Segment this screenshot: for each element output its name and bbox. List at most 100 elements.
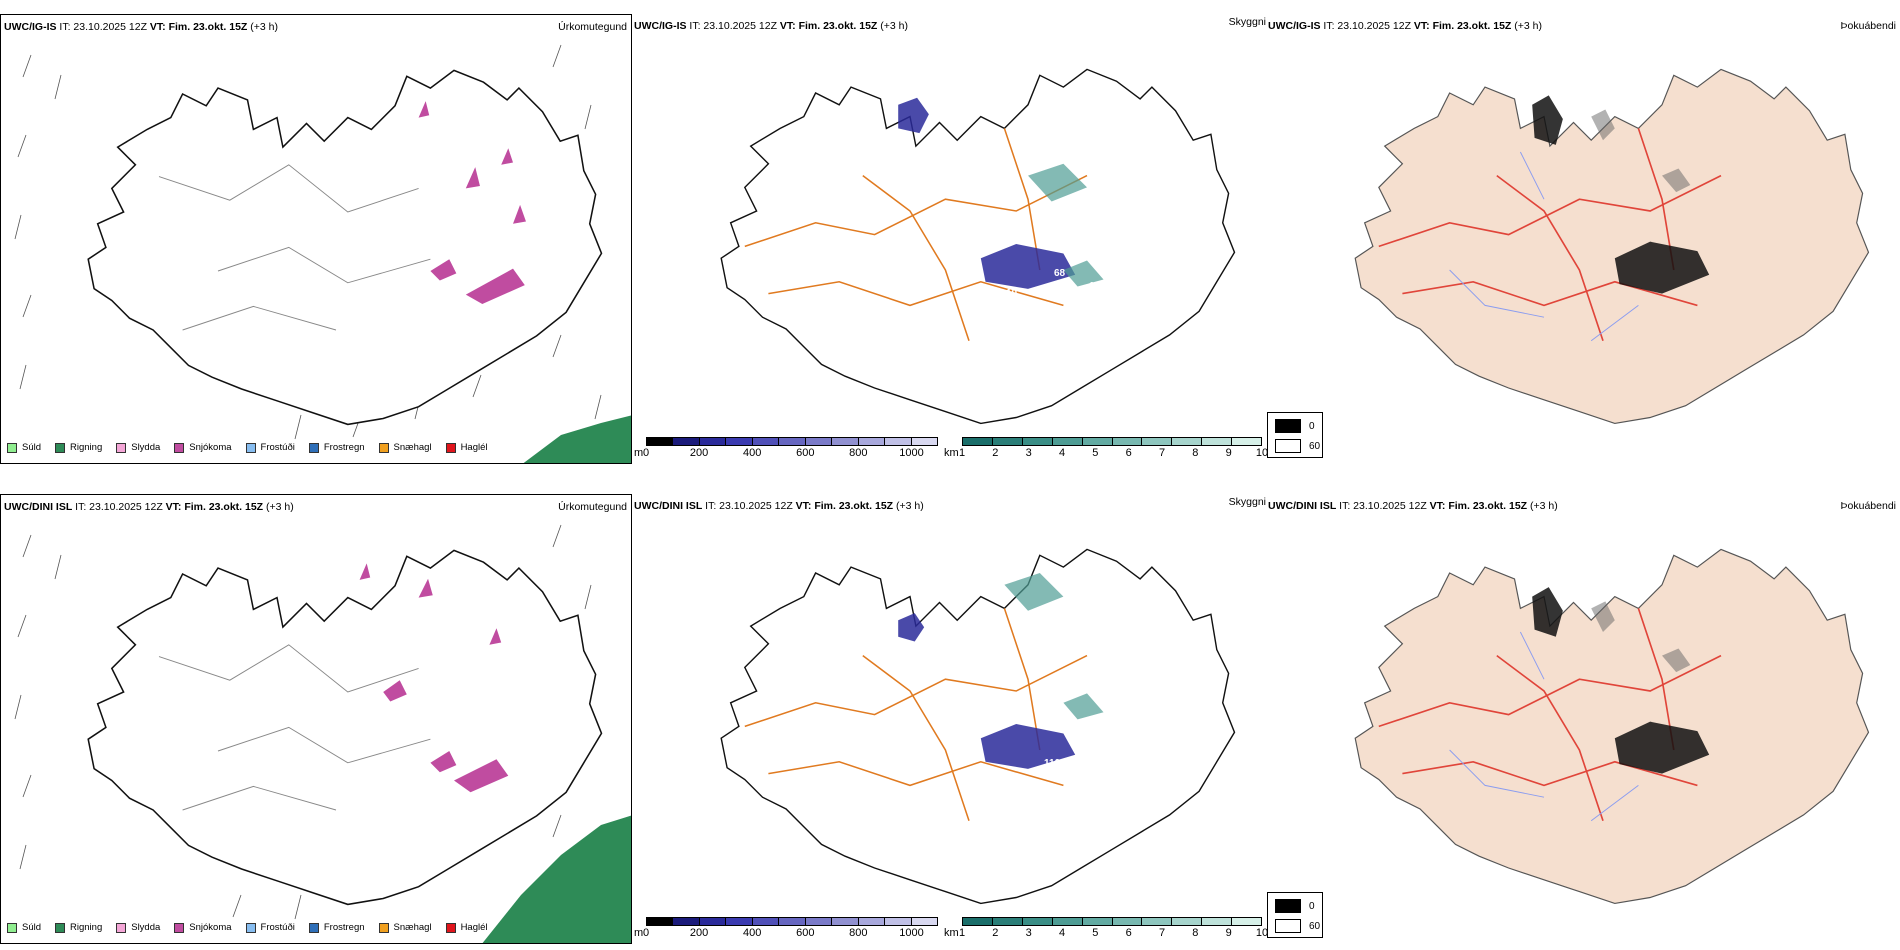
visibility-tick-label: 2 xyxy=(992,927,999,939)
visibility-scale-cell xyxy=(1172,918,1203,925)
cloudbase-scale-cell xyxy=(779,438,806,445)
cloudbase-scale-cell xyxy=(885,918,912,925)
cloudbase-scale-cell xyxy=(779,918,806,925)
legend-label: Slydda xyxy=(131,922,161,933)
cloudbase-tick-label: 0 xyxy=(642,447,650,459)
cloudbase-scale-cell xyxy=(911,438,937,445)
legend-swatch xyxy=(245,922,256,933)
visibility-scale-cell xyxy=(1052,438,1083,445)
visibility-tick-label: 2 xyxy=(992,447,999,459)
legend-label: Snjókoma xyxy=(189,922,232,933)
visibility-tick-label: 8 xyxy=(1192,447,1199,459)
visibility-scale-bottom: 1 2 3 4 5 6 7 8 9 10 km xyxy=(944,917,1268,940)
visibility-tick-label: 9 xyxy=(1225,447,1232,459)
legend-swatch xyxy=(445,442,456,453)
visibility-scale-cell xyxy=(1232,918,1262,925)
legend-label: Slydda xyxy=(131,442,161,453)
cloudbase-scale-top: 0 200 400 600 800 1000 m xyxy=(634,437,938,460)
precip-legend-item: Haglél xyxy=(445,922,488,933)
precip-legend-item: Súld xyxy=(7,922,41,933)
visibility-scale-cell xyxy=(1112,918,1143,925)
panel-title: UWC/IG-IS IT: 23.10.2025 12Z VT: Fim. 23… xyxy=(634,20,908,32)
precip-legend-item: Slydda xyxy=(116,922,160,933)
cloudbase-value: 40 xyxy=(956,232,968,243)
visibility-tick-label: 7 xyxy=(1158,447,1166,459)
visibility-tick-label: 4 xyxy=(1058,447,1066,459)
cloudbase-scale-cell xyxy=(752,438,780,445)
visibility-tick-label: 10 xyxy=(1255,927,1269,939)
legend-label: Súld xyxy=(22,922,42,933)
legend-label: Frostúði xyxy=(260,442,295,453)
panel-title: UWC/DINI ISL IT: 23.10.2025 12Z VT: Fim.… xyxy=(634,500,924,512)
panel-product-label: Skyggni xyxy=(1228,496,1266,508)
legend-swatch xyxy=(445,922,456,933)
panel-product-label: Þokuábendi xyxy=(1840,20,1896,32)
cloud-visibility-panel-bottom: 110 139 167 140 169 UWC/DINI ISL IT: 23.… xyxy=(634,494,1266,944)
visibility-tick-label: 3 xyxy=(1025,927,1032,939)
panel-product-label: Úrkomutegund xyxy=(558,21,627,33)
cloudbase-scale-cell xyxy=(647,918,674,925)
cloudbase-scale-cell xyxy=(647,438,674,445)
precip-map-bottom xyxy=(14,524,631,943)
visibility-tick-label: 5 xyxy=(1092,927,1099,939)
visibility-scale-cell xyxy=(1172,438,1203,445)
precip-legend-item: Frostregn xyxy=(308,922,365,933)
legend-swatch xyxy=(7,442,17,453)
legend-swatch xyxy=(174,922,185,933)
precip-legend-item: Slydda xyxy=(116,442,160,453)
precip-legend-item: Frostregn xyxy=(308,442,365,453)
panel-title: UWC/DINI ISL IT: 23.10.2025 12Z VT: Fim.… xyxy=(4,501,294,513)
legend-swatch xyxy=(245,442,256,453)
legend-swatch xyxy=(308,442,319,453)
cloudbase-tick-label: 1000 xyxy=(899,927,924,939)
precip-type-panel-bottom: UWC/DINI ISL IT: 23.10.2025 12Z VT: Fim.… xyxy=(0,494,632,944)
legend-label: Snjókoma xyxy=(189,442,232,453)
legend-label: Rigning xyxy=(70,922,103,933)
visibility-tick-label: 4 xyxy=(1058,927,1066,939)
fog-swatch-60 xyxy=(1275,919,1301,933)
legend-label: Snæhagl xyxy=(393,442,432,453)
legend-label: Súld xyxy=(22,442,42,453)
cloudbase-tick-label: 200 xyxy=(689,927,709,939)
fog-swatch-0 xyxy=(1275,419,1301,433)
cloudbase-tick-label: 0 xyxy=(642,927,650,939)
visibility-scale-cell xyxy=(1052,918,1083,925)
precip-legend-item: Haglél xyxy=(445,442,488,453)
cloudbase-scale-bottom: 0 200 400 600 800 1000 m xyxy=(634,917,938,940)
visibility-tick-label: 8 xyxy=(1192,927,1199,939)
fog-swatch-0 xyxy=(1275,899,1301,913)
cloudbase-tick-label: 200 xyxy=(689,447,709,459)
fog-indicator-panel-top: UWC/IG-IS IT: 23.10.2025 12Z VT: Fim. 23… xyxy=(1268,14,1900,464)
panel-title: UWC/DINI ISL IT: 23.10.2025 12Z VT: Fim.… xyxy=(1268,500,1558,512)
cloudbase-tick-label: 400 xyxy=(742,447,762,459)
visibility-tick-label: 6 xyxy=(1125,927,1132,939)
cloudbase-value: 139 xyxy=(1114,763,1131,774)
legend-label: Rigning xyxy=(70,442,103,453)
panel-product-label: Þokuábendi xyxy=(1840,500,1896,512)
visibility-tick-label: 7 xyxy=(1158,927,1166,939)
visibility-scale-cell xyxy=(1112,438,1143,445)
visibility-tick-label: 1 xyxy=(958,447,966,459)
fog-map-bottom xyxy=(1354,548,1870,904)
panel-product-label: Úrkomutegund xyxy=(558,501,627,513)
legend-swatch xyxy=(378,922,389,933)
visibility-scale-cell xyxy=(1232,438,1262,445)
cloudbase-tick-label: 600 xyxy=(796,447,815,459)
precip-legend-item: Snæhagl xyxy=(378,442,432,453)
legend-swatch xyxy=(55,442,66,453)
cloudbase-scale-cell xyxy=(832,918,859,925)
legend-label: Frostregn xyxy=(323,922,365,933)
panel-title: UWC/IG-IS IT: 23.10.2025 12Z VT: Fim. 23… xyxy=(1268,20,1542,32)
visibility-scale-top: 1 2 3 4 5 6 7 8 9 10 km xyxy=(944,437,1268,460)
precip-legend-item: Súld xyxy=(7,442,41,453)
legend-swatch xyxy=(378,442,389,453)
precip-map-top xyxy=(14,44,631,463)
visibility-tick-label: 1 xyxy=(958,927,966,939)
legend-label: Haglél xyxy=(460,442,488,453)
cloudbase-scale-cell xyxy=(858,438,886,445)
cloudbase-scale-cell xyxy=(752,918,780,925)
cloudbase-scale-cell xyxy=(726,438,753,445)
visibility-tick-label: 5 xyxy=(1092,447,1099,459)
cloudbase-tick-label: 1000 xyxy=(899,447,924,459)
visibility-scale-cell xyxy=(963,918,993,925)
